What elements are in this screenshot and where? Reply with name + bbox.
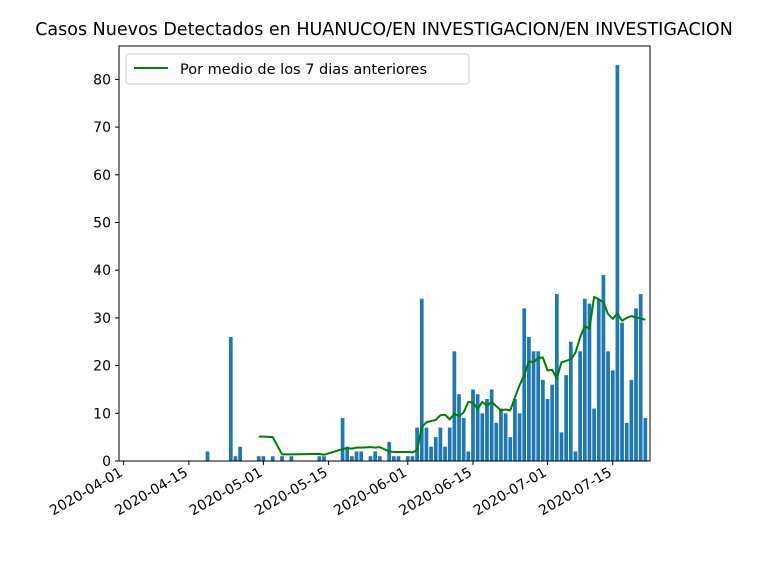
bar [354,451,359,461]
bar [517,413,522,461]
bar [480,413,485,461]
x-tick-label: 2020-04-15 [112,465,190,520]
legend: Por medio de los 7 dias anteriores [125,53,470,85]
y-tick-label: 10 [93,406,111,422]
bar [317,456,322,461]
bar [340,418,345,461]
bar [615,65,620,461]
bar [424,427,429,461]
bar [475,394,480,461]
y-tick-label: 50 [93,215,111,231]
y-tick-label: 80 [93,72,111,88]
bar [322,456,326,461]
bar [452,351,457,461]
bar [415,427,419,461]
x-tick-label: 2020-07-01 [471,465,549,520]
bar [508,437,513,461]
bar [587,303,592,461]
bar [461,418,466,461]
bar [578,351,582,461]
bar [513,398,517,461]
bar [592,408,596,461]
bar [471,389,475,461]
bar [536,351,541,461]
bar [466,451,471,461]
bar [396,456,401,461]
bar [582,298,587,461]
bar [624,422,629,461]
bar [610,370,615,461]
bar [280,456,284,461]
x-tick-label: 2020-05-15 [252,465,330,520]
legend-label: Por medio de los 7 dias anteriores [180,62,427,78]
bar [494,422,499,461]
bar [270,456,275,461]
bar [457,394,461,461]
bar [503,413,508,461]
y-tick-label: 0 [102,454,111,470]
bar [606,351,610,461]
bar [368,456,373,461]
plot-frame [118,45,651,462]
bar [601,274,606,461]
bar [228,336,233,461]
bar [419,298,424,461]
bar [289,456,294,461]
bar [438,427,443,461]
bar [568,341,573,461]
bar [238,446,242,461]
bar [545,398,550,461]
bar [391,456,396,461]
bar [634,308,638,461]
bar [499,408,503,461]
bars-layer [205,65,648,461]
bar [527,336,531,461]
x-tick-label: 2020-06-15 [397,465,475,520]
average-line [258,295,646,456]
bar [205,451,210,461]
y-tick-label: 30 [93,311,111,327]
bar [522,308,527,461]
bar [433,437,438,461]
bar [564,375,569,461]
bar [443,446,447,461]
x-tick-label: 2020-05-01 [187,465,265,520]
bar [485,398,489,461]
bar [256,456,261,461]
bar [620,322,624,461]
bar [629,379,634,461]
bar [447,427,452,461]
x-tick-label: 2020-07-15 [536,465,614,520]
bar [638,294,643,461]
bar [596,298,601,461]
x-tick-label: 2020-06-01 [331,465,409,520]
bar [373,451,378,461]
bar [233,456,238,461]
bar [405,456,410,461]
bar [559,432,564,461]
bar [350,456,354,461]
legend-box [125,53,470,85]
x-tick-label: 2020-04-01 [47,465,125,520]
bar [531,351,536,461]
bar [377,456,382,461]
y-tick-label: 40 [93,263,111,279]
bar [429,446,433,461]
bar [359,451,364,461]
bar [550,384,555,461]
y-tick-label: 60 [93,168,111,184]
bar [345,446,350,461]
y-tick-label: 70 [93,120,111,136]
bar [410,456,415,461]
bar [573,451,578,461]
y-tick-label: 20 [93,359,111,375]
chart-title: Casos Nuevos Detectados en HUANUCO/EN IN… [35,20,733,40]
bar [489,389,494,461]
bar [541,379,545,461]
line-layer [258,295,646,456]
bar [261,456,266,461]
bar [643,418,648,461]
